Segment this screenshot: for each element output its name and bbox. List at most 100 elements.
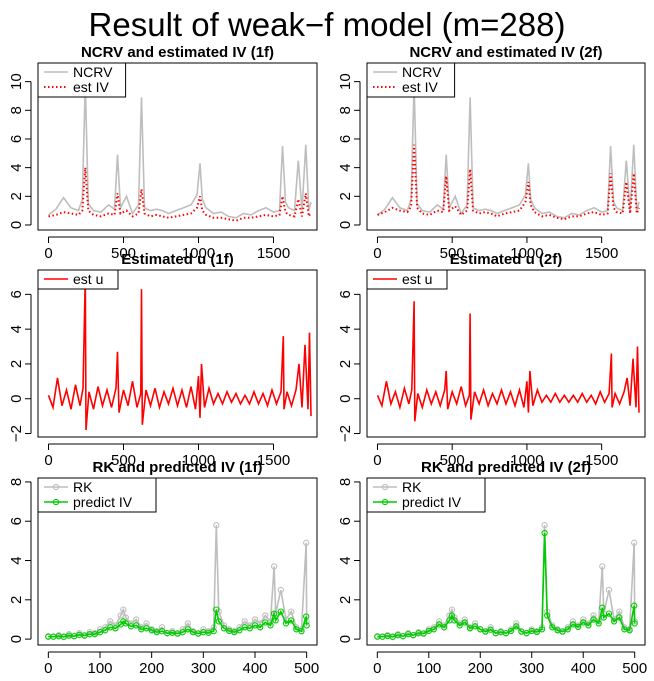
legend-label: predict IV [402, 494, 462, 510]
x-tick-label: 1000 [510, 245, 543, 262]
x-tick-label: 100 [416, 660, 441, 677]
y-tick-label: 4 [8, 163, 25, 171]
legend-marker [381, 483, 389, 491]
panel-title: RK and predicted IV (1f) [92, 459, 262, 476]
data-point [448, 606, 456, 613]
data-point [120, 606, 127, 613]
data-point [246, 625, 253, 632]
plot-frame [366, 477, 646, 646]
y-tick-label: 2 [8, 192, 25, 200]
y-axis: 0 2 4 6 8 10 [337, 73, 361, 229]
x-tick-label: 1500 [585, 245, 618, 262]
y-axis: −2 0 2 4 6 [8, 290, 32, 442]
x-tick-label: 500 [111, 452, 136, 469]
data-point [471, 623, 479, 630]
data-point [626, 627, 633, 634]
x-tick-label: 400 [242, 660, 267, 677]
legend-marker [52, 498, 60, 506]
data-point [448, 612, 456, 619]
data-point [569, 621, 577, 628]
y-tick-label: 4 [337, 325, 354, 333]
data-point [616, 614, 623, 621]
x-tick-label: 200 [139, 660, 164, 677]
x-axis: 0 500 1000 1500 [373, 443, 618, 469]
y-tick-label: 10 [337, 73, 354, 90]
y-tick-label: 8 [8, 106, 25, 114]
legend-box [37, 62, 127, 98]
data-point [451, 617, 458, 624]
data-point [435, 621, 443, 628]
y-tick-label: 4 [8, 325, 25, 333]
data-point [590, 616, 597, 623]
data-point [215, 618, 222, 625]
data-point [277, 608, 284, 615]
x-axis: 0 500 1000 1500 [44, 443, 290, 469]
series-line-1 [48, 84, 312, 219]
legend-box [37, 269, 119, 290]
data-point [590, 612, 597, 619]
data-point [112, 625, 119, 632]
data-point [91, 631, 98, 638]
legend-box [366, 477, 486, 513]
data-point [272, 617, 279, 624]
panel-title: NCRV and estimated IV (2f) [409, 44, 602, 61]
data-point [298, 628, 305, 635]
data-point [616, 608, 623, 615]
legend-label: NCRV [402, 64, 442, 80]
data-point [303, 539, 310, 546]
data-point [544, 612, 551, 619]
x-tick-label: 500 [622, 660, 647, 677]
data-point [482, 628, 489, 635]
data-point [631, 602, 638, 609]
data-point [262, 612, 269, 619]
y-tick-label: 4 [337, 556, 354, 564]
data-point [631, 620, 638, 627]
x-tick-label: 300 [519, 660, 544, 677]
x-axis: 0 500 1000 1500 [44, 236, 290, 262]
data-point [600, 614, 607, 621]
data-point [270, 610, 278, 617]
data-point [456, 622, 463, 629]
y-tick-label: 6 [337, 290, 354, 298]
y-tick-label: 4 [8, 556, 25, 564]
data-point [303, 622, 310, 629]
y-tick-label: 6 [8, 290, 25, 298]
x-tick-label: 500 [294, 660, 319, 677]
panel-title: Estimated u (1f) [121, 251, 234, 268]
data-point [220, 625, 228, 632]
y-tick-label: 2 [8, 360, 25, 368]
data-point [502, 630, 510, 637]
data-point [133, 622, 140, 629]
data-point [231, 629, 238, 636]
data-point [559, 628, 566, 635]
panel-title: Estimated u (2f) [450, 251, 563, 268]
y-axis: 0 2 4 6 8 [337, 478, 361, 643]
y-tick-label: 6 [337, 135, 354, 143]
legend-label: predict IV [73, 494, 133, 510]
data-point [564, 626, 571, 633]
data-point [599, 563, 606, 570]
data-point [541, 529, 548, 537]
data-point [461, 619, 468, 626]
y-tick-label: −2 [8, 425, 25, 442]
legend-label: RK [402, 479, 422, 495]
legend: est u [366, 269, 448, 290]
legend-label: est u [73, 271, 103, 287]
y-tick-label: 10 [8, 73, 25, 90]
chart-panel-p4: Estimated u (2f) 0 500 1000 1500 −2 0 2 4 6 est u [337, 251, 646, 469]
data-point [107, 618, 114, 625]
data-point [179, 629, 186, 636]
data-point [288, 617, 295, 624]
data-point [477, 626, 484, 633]
x-tick-label: 500 [440, 452, 465, 469]
y-tick-label: −2 [337, 425, 354, 442]
y-tick-label: 6 [8, 135, 25, 143]
chart-panel-p5: RK and predicted IV (1f) 0 100 200 300 400 500… [8, 459, 319, 677]
y-tick-label: 2 [8, 596, 25, 604]
data-point [158, 624, 166, 631]
data-point [574, 623, 582, 631]
data-point [420, 630, 427, 637]
data-point [610, 618, 618, 625]
